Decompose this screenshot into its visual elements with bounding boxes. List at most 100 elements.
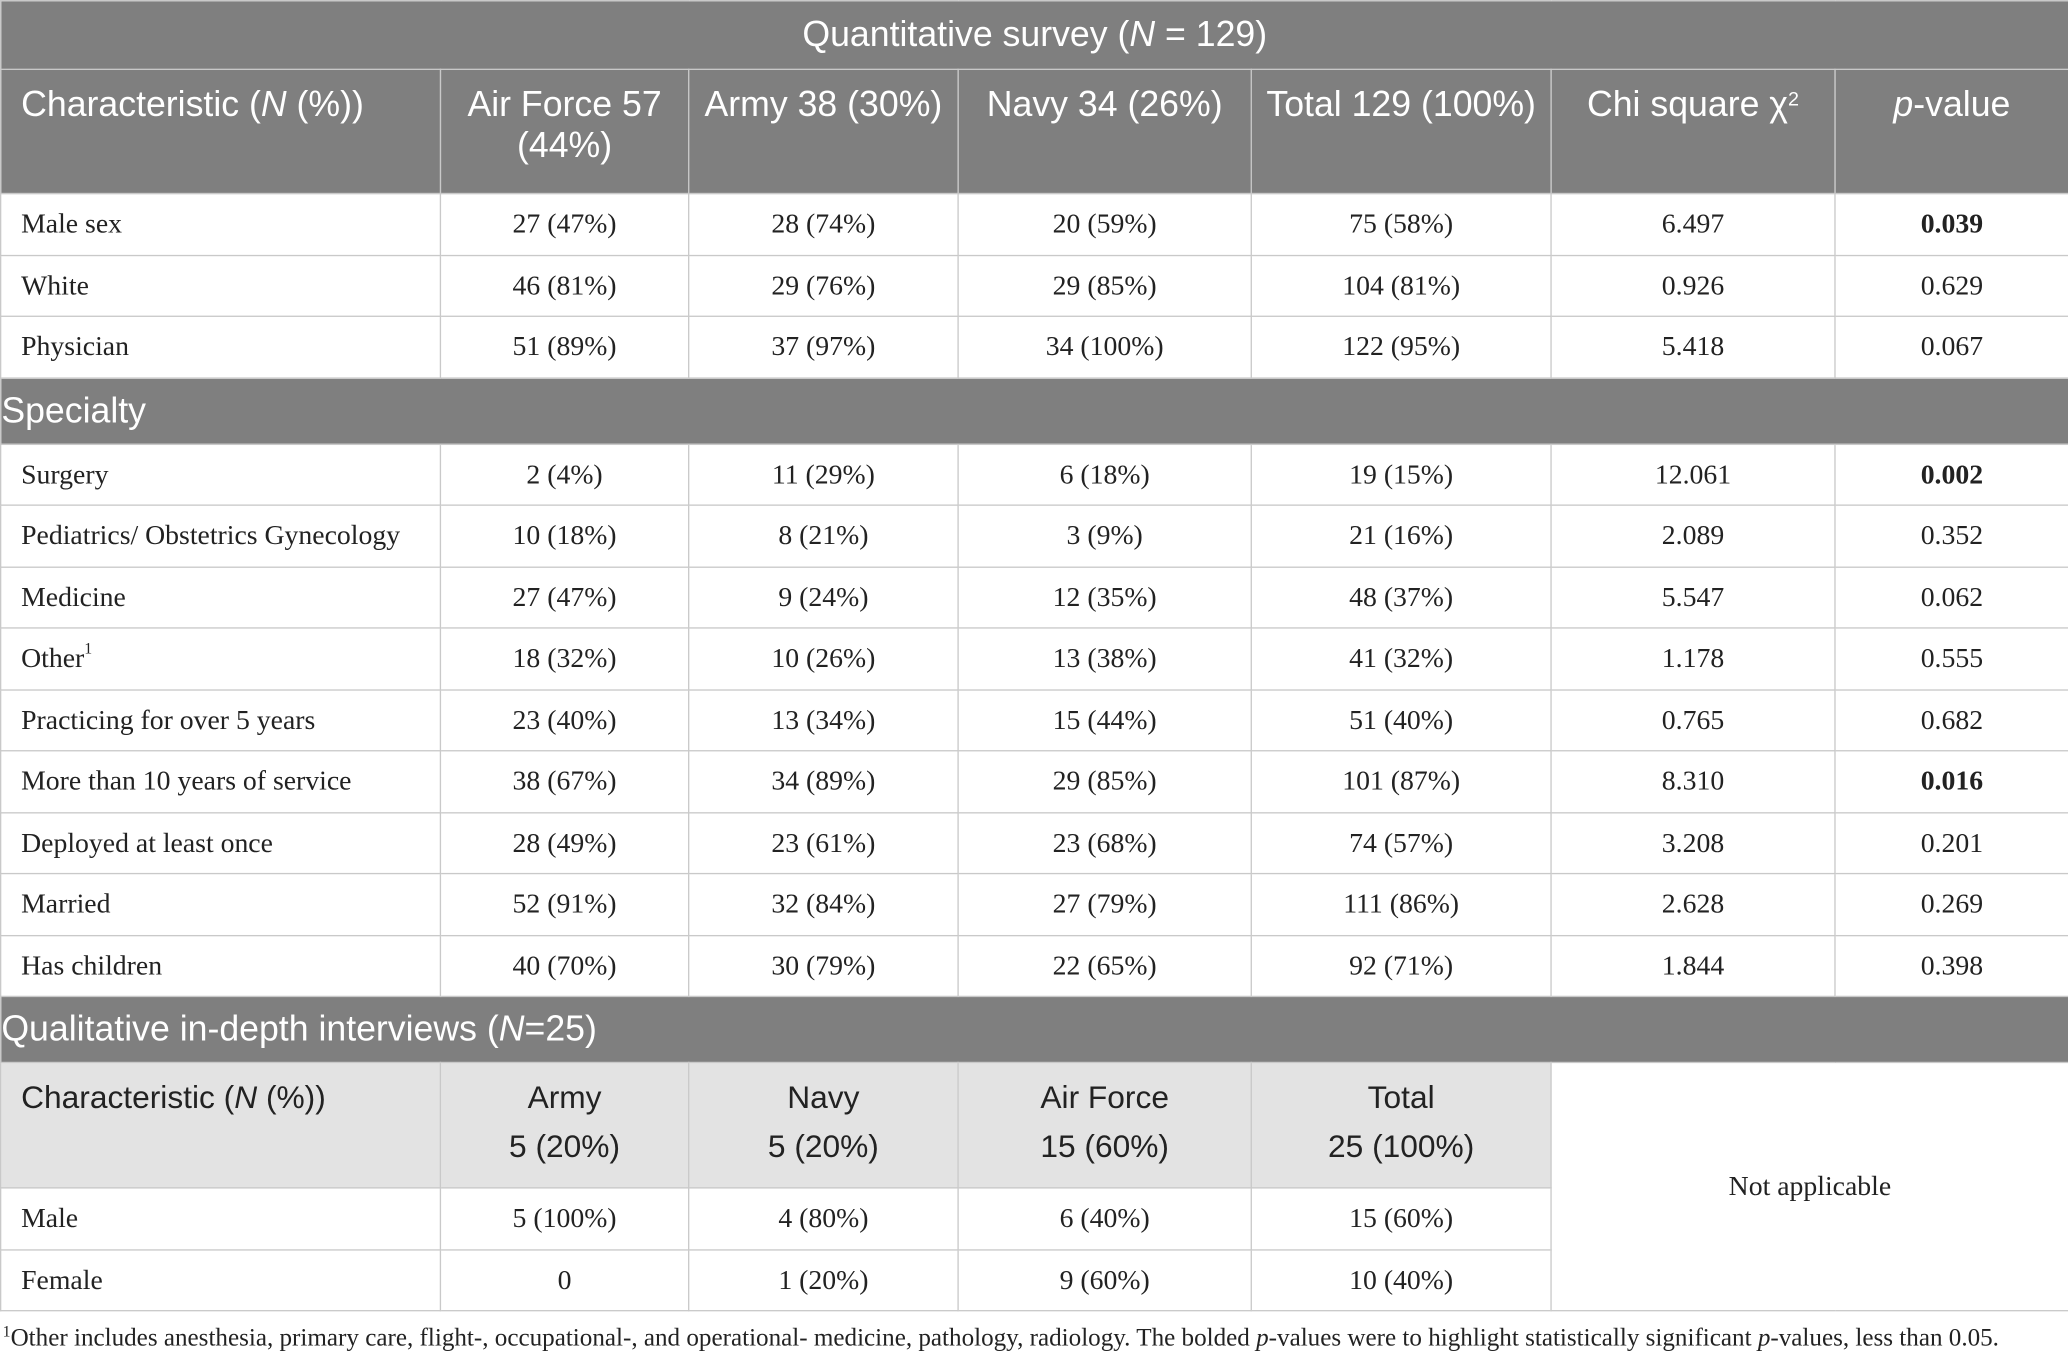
table-row: Pediatrics/ Obstetrics Gynecology 10 (18%… xyxy=(0,504,2068,568)
row-label: White xyxy=(0,254,442,317)
cell-navy: 13 (38%) xyxy=(957,627,1252,691)
cell-air-force: 6 (40%) xyxy=(957,1187,1252,1250)
cell-p-value: 0.629 xyxy=(1834,254,2068,317)
cell-army: 30 (79%) xyxy=(688,934,959,998)
cell-chi-square: 1.178 xyxy=(1550,627,1836,691)
row-label: Pediatrics/ Obstetrics Gynecology xyxy=(0,504,442,568)
cell-total: 75 (58%) xyxy=(1250,192,1552,256)
cell-chi-square: 0.926 xyxy=(1550,254,1836,317)
cell-chi-square: 12.061 xyxy=(1550,443,1836,506)
cell-total: 92 (71%) xyxy=(1250,934,1552,998)
cell-air-force: 2 (4%) xyxy=(439,443,690,506)
cell-navy: 15 (44%) xyxy=(957,688,1252,752)
cell-navy: 34 (100%) xyxy=(957,315,1252,379)
cell-p-value: 0.067 xyxy=(1834,315,2068,379)
cell-army: 11 (29%) xyxy=(688,443,959,506)
cell-navy: 12 (35%) xyxy=(957,565,1252,629)
cell-chi-square: 5.418 xyxy=(1550,315,1836,379)
cell-p-value: 0.016 xyxy=(1834,750,2068,813)
cell-total: 10 (40%) xyxy=(1250,1248,1552,1312)
cell-total: 74 (57%) xyxy=(1250,811,1552,875)
table-row: Medicine 27 (47%) 9 (24%) 12 (35%) 48 (37%) 5… xyxy=(0,565,2068,629)
col-header-navy: Navy 34 (26%) xyxy=(957,68,1252,195)
row-label: Has children xyxy=(0,934,442,998)
cell-army: 5 (100%) xyxy=(439,1187,690,1250)
row-label: Married xyxy=(0,872,442,936)
row-label: Female xyxy=(0,1248,442,1312)
qual-col-header-air-force: Air Force 15 (60%) xyxy=(957,1061,1252,1189)
row-label: More than 10 years of service xyxy=(0,750,442,813)
cell-army: 23 (61%) xyxy=(688,811,959,875)
table-row: Surgery 2 (4%) 11 (29%) 6 (18%) 19 (15%) 12.0… xyxy=(0,443,2068,506)
cell-p-value: 0.352 xyxy=(1834,504,2068,568)
cell-p-value: 0.039 xyxy=(1834,192,2068,256)
qualitative-title: Qualitative in-depth interviews (N=25) xyxy=(0,995,2068,1064)
col-header-air-force: Air Force 57 (44%) xyxy=(439,68,690,195)
cell-p-value: 0.201 xyxy=(1834,811,2068,875)
row-label: Deployed at least once xyxy=(0,811,442,875)
cell-p-value: 0.062 xyxy=(1834,565,2068,629)
cell-air-force: 52 (91%) xyxy=(439,872,690,936)
table-row: Female 0 1 (20%) 9 (60%) 10 (40%) xyxy=(0,1248,2068,1312)
row-label: Physician xyxy=(0,315,442,379)
cell-total: 15 (60%) xyxy=(1250,1187,1552,1250)
quantitative-column-headers: Characteristic (N (%)) Air Force 57 (44%… xyxy=(0,68,2068,195)
cell-p-value: 0.555 xyxy=(1834,627,2068,691)
cell-army: 37 (97%) xyxy=(688,315,959,379)
row-label: Medicine xyxy=(0,565,442,629)
cell-total: 21 (16%) xyxy=(1250,504,1552,568)
cell-total: 111 (86%) xyxy=(1250,872,1552,936)
cell-army: 28 (74%) xyxy=(688,192,959,256)
cell-air-force: 40 (70%) xyxy=(439,934,690,998)
cell-air-force: 51 (89%) xyxy=(439,315,690,379)
qualitative-column-headers: Characteristic (N (%)) Army 5 (20%) Navy 5… xyxy=(0,1061,2068,1312)
cell-total: 48 (37%) xyxy=(1250,565,1552,629)
table-row: White 46 (81%) 29 (76%) 29 (85%) 104 (81%) 0.… xyxy=(0,254,2068,317)
cell-navy: 27 (79%) xyxy=(957,872,1252,936)
cell-chi-square: 6.497 xyxy=(1550,192,1836,256)
cell-army: 8 (21%) xyxy=(688,504,959,568)
cell-air-force: 27 (47%) xyxy=(439,192,690,256)
cell-p-value: 0.002 xyxy=(1834,443,2068,506)
qual-col-header-total: Total 25 (100%) xyxy=(1250,1061,1552,1189)
cell-chi-square: 2.089 xyxy=(1550,504,1836,568)
cell-total: 122 (95%) xyxy=(1250,315,1552,379)
cell-army: 13 (34%) xyxy=(688,688,959,752)
col-header-army: Army 38 (30%) xyxy=(688,68,959,195)
row-label: Practicing for over 5 years xyxy=(0,688,442,752)
cell-chi-square: 1.844 xyxy=(1550,934,1836,998)
cell-total: 51 (40%) xyxy=(1250,688,1552,752)
table-row: Married 52 (91%) 32 (84%) 27 (79%) 111 (86%)… xyxy=(0,872,2068,936)
cell-navy: 23 (68%) xyxy=(957,811,1252,875)
cell-air-force: 28 (49%) xyxy=(439,811,690,875)
col-header-chi-square: Chi square χ2 xyxy=(1550,68,1836,195)
table-row: Has children 40 (70%) 30 (79%) 22 (65%) 92 (… xyxy=(0,934,2068,998)
cell-navy: 4 (80%) xyxy=(688,1187,959,1250)
col-header-characteristic: Characteristic (N (%)) xyxy=(0,68,442,195)
cell-total: 104 (81%) xyxy=(1250,254,1552,317)
qual-col-header-army: Army 5 (20%) xyxy=(439,1061,690,1189)
quantitative-title: Quantitative survey (N = 129) xyxy=(0,0,2068,70)
cell-p-value: 0.398 xyxy=(1834,934,2068,998)
cell-army: 9 (24%) xyxy=(688,565,959,629)
cell-air-force: 18 (32%) xyxy=(439,627,690,691)
cell-army: 32 (84%) xyxy=(688,872,959,936)
not-applicable-cell: Not applicable xyxy=(1550,1061,2068,1312)
cell-air-force: 9 (60%) xyxy=(957,1248,1252,1312)
cell-chi-square: 2.628 xyxy=(1550,872,1836,936)
cell-total: 19 (15%) xyxy=(1250,443,1552,506)
table-row: Deployed at least once 28 (49%) 23 (61%) 23… xyxy=(0,811,2068,875)
cell-navy: 1 (20%) xyxy=(688,1248,959,1312)
cell-air-force: 38 (67%) xyxy=(439,750,690,813)
specialty-title: Specialty xyxy=(0,377,2068,445)
cell-p-value: 0.682 xyxy=(1834,688,2068,752)
cell-p-value: 0.269 xyxy=(1834,872,2068,936)
table-row: More than 10 years of service 38 (67%) 34 … xyxy=(0,750,2068,813)
row-label: Other1 xyxy=(0,627,442,691)
cell-air-force: 27 (47%) xyxy=(439,565,690,629)
cell-navy: 29 (85%) xyxy=(957,750,1252,813)
quantitative-section-header: Quantitative survey (N = 129) xyxy=(0,0,2068,70)
table-row: Other1 18 (32%) 10 (26%) 13 (38%) 41 (32%) 1.… xyxy=(0,627,2068,691)
cell-total: 101 (87%) xyxy=(1250,750,1552,813)
cell-air-force: 10 (18%) xyxy=(439,504,690,568)
